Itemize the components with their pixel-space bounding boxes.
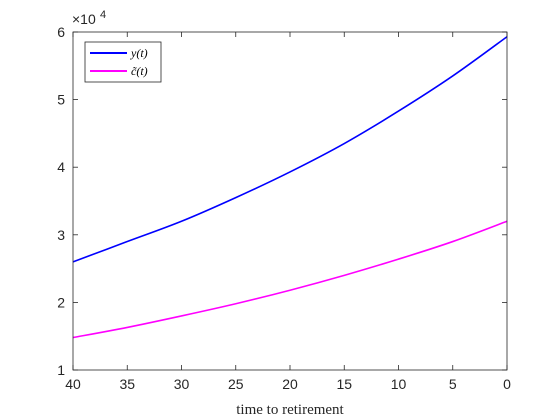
legend-entry-c: c̃(t) xyxy=(131,64,148,78)
y-tick-label: 6 xyxy=(57,24,65,40)
y-tick-label: 1 xyxy=(57,362,65,378)
x-tick-label: 0 xyxy=(503,376,511,392)
y-multiplier-base: ×10 xyxy=(72,11,96,27)
series-line-1 xyxy=(72,220,508,339)
x-tick-label: 15 xyxy=(336,376,352,392)
y-tick-label: 2 xyxy=(57,294,65,310)
legend-box xyxy=(84,41,162,83)
y-tick-label: 3 xyxy=(57,227,65,243)
x-tick-label: 25 xyxy=(228,376,244,392)
legend-entry-y: y(t) xyxy=(130,46,148,60)
y-tick-label: 4 xyxy=(57,159,65,175)
x-tick-label: 20 xyxy=(282,376,298,392)
y-multiplier-exponent: 4 xyxy=(100,9,106,21)
x-axis-label: time to retirement xyxy=(236,402,344,418)
x-tick-label: 5 xyxy=(449,376,457,392)
series-line-0 xyxy=(72,36,508,263)
y-axis-ticks: 1 2 3 4 5 6 xyxy=(57,24,507,378)
x-tick-label: 30 xyxy=(174,376,190,392)
x-tick-label: 35 xyxy=(119,376,135,392)
x-tick-label: 40 xyxy=(65,376,81,392)
y-tick-label: 5 xyxy=(57,92,65,108)
x-tick-label: 10 xyxy=(391,376,407,392)
series-layer xyxy=(72,36,508,339)
x-axis-ticks: 40 35 30 25 20 15 10 5 0 xyxy=(65,32,511,392)
legend: y(t) c̃(t) xyxy=(84,41,162,83)
